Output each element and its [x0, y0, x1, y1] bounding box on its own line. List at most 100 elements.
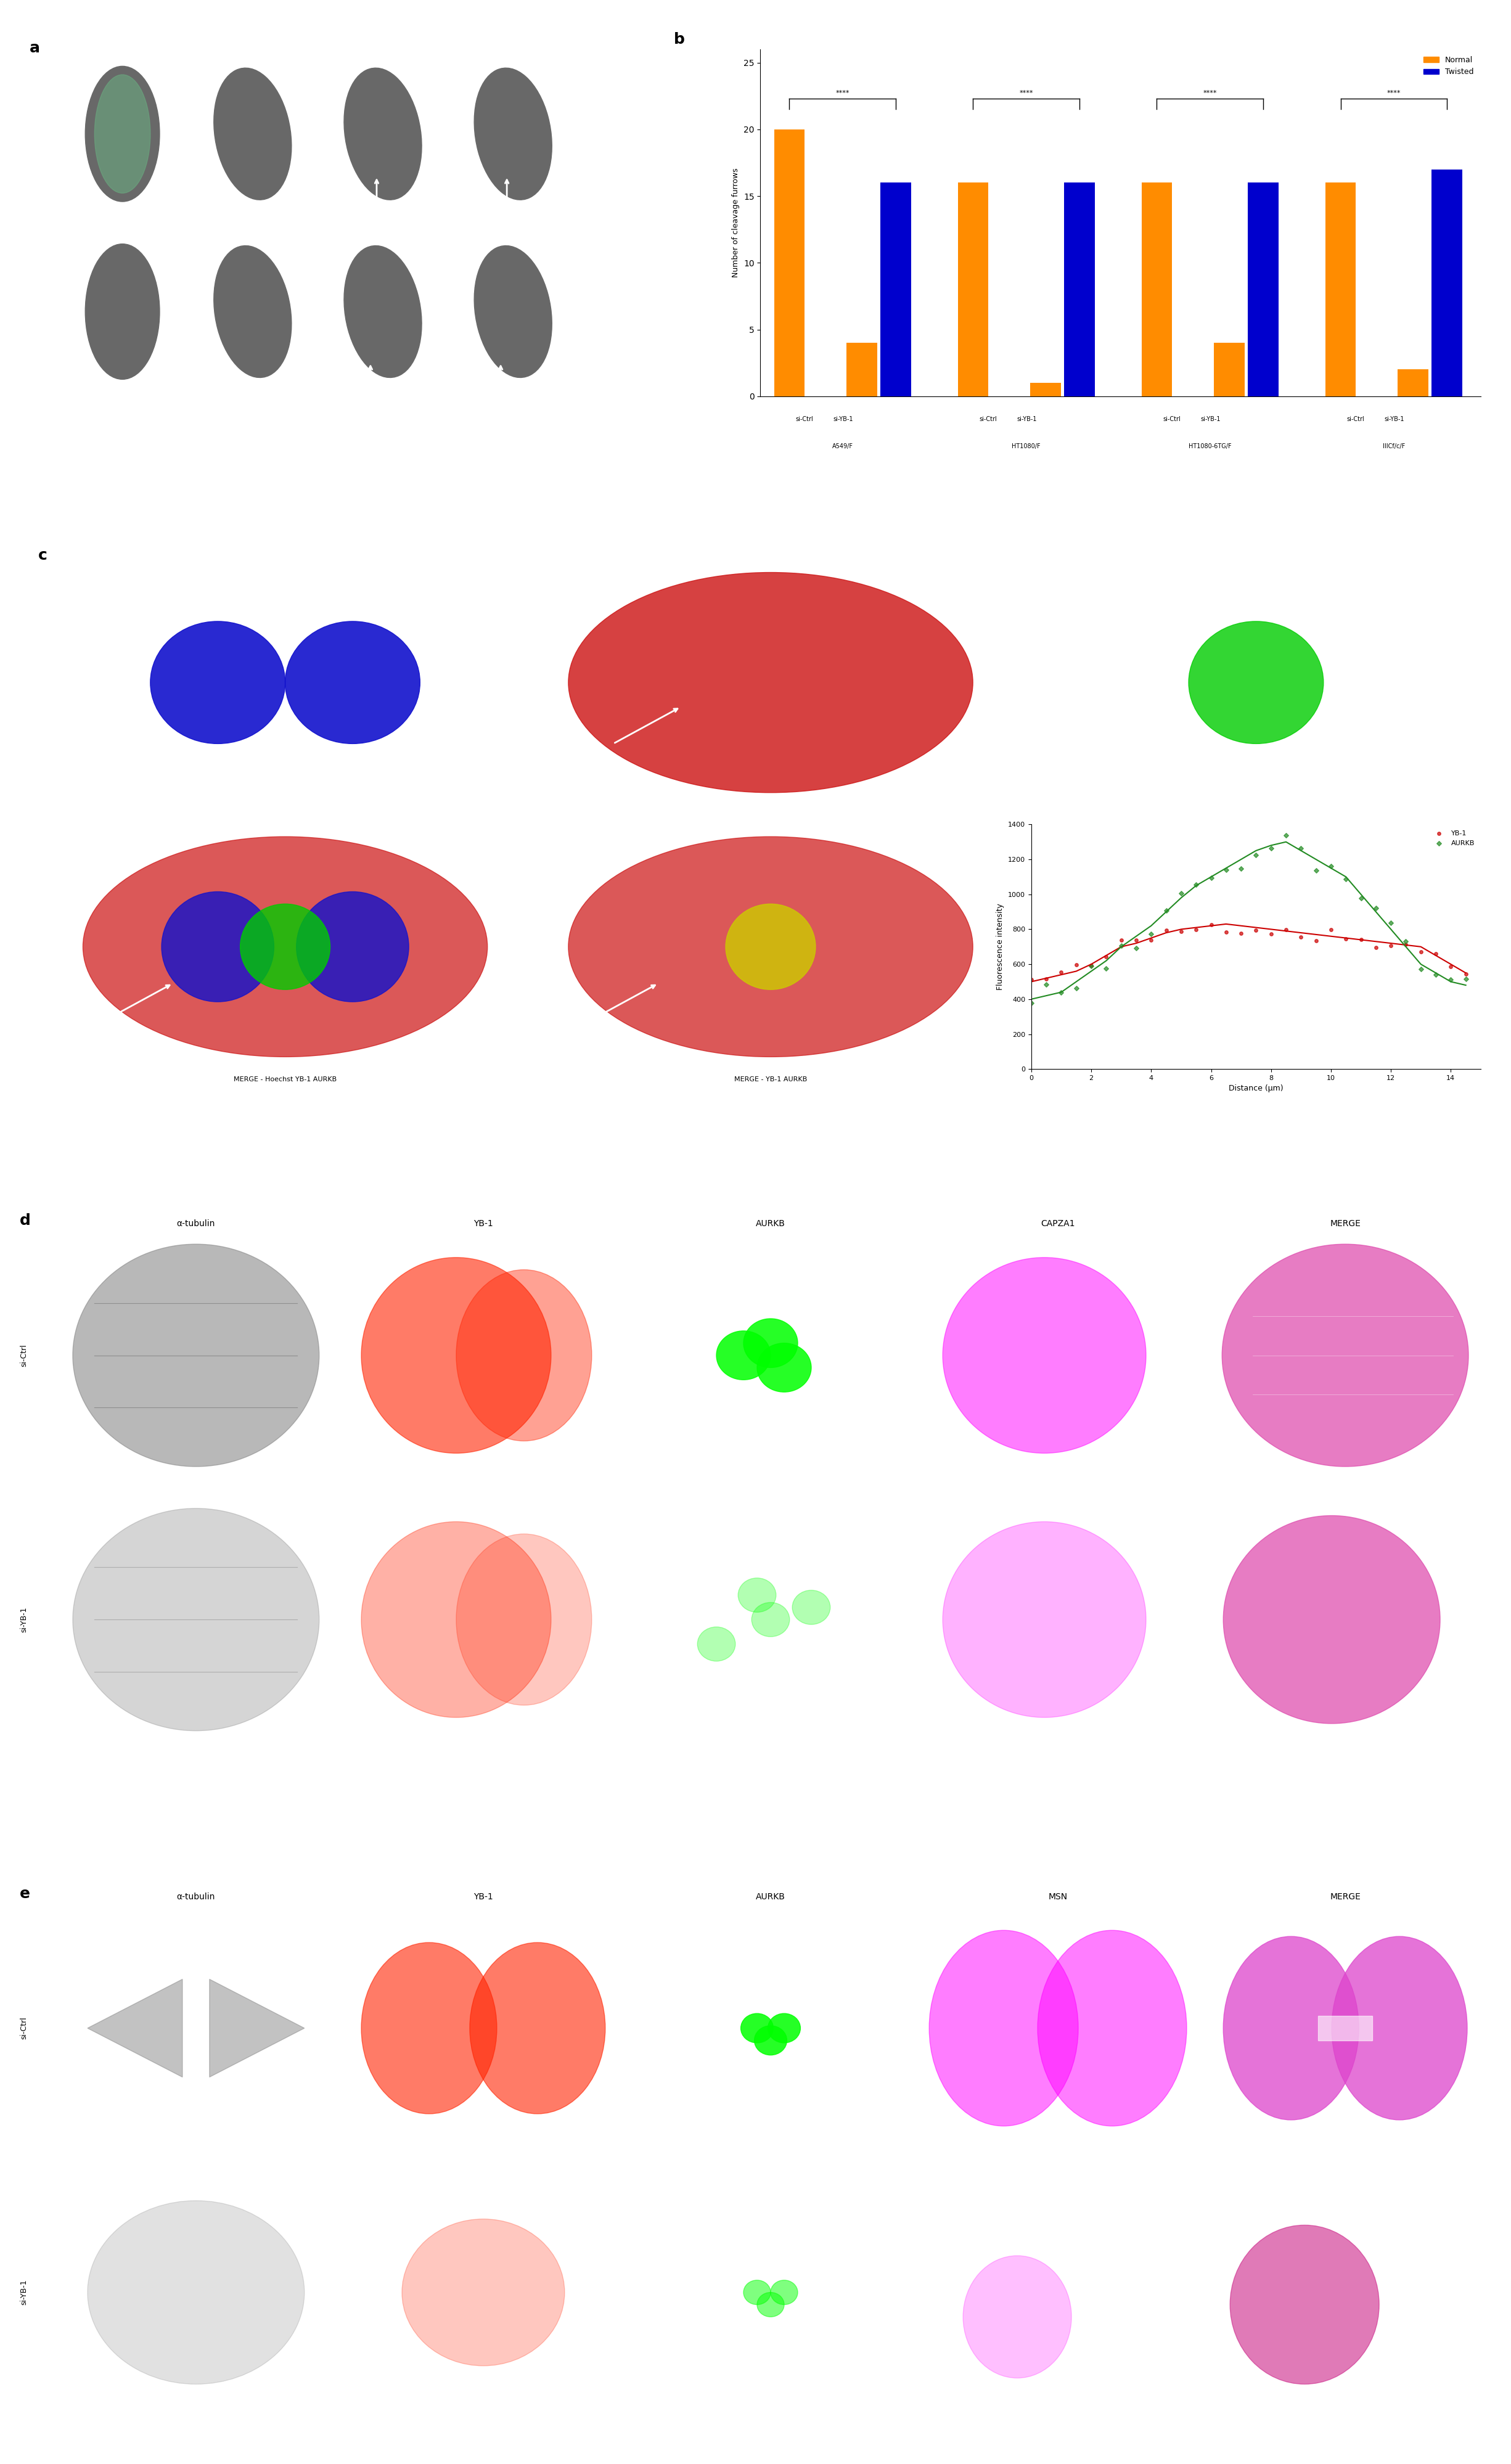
Ellipse shape — [213, 69, 292, 200]
Text: si-Ctrl: si-Ctrl — [1163, 416, 1182, 421]
AURKB — [1079, 946, 1103, 986]
Text: TUBA: TUBA — [66, 2141, 80, 2146]
AURKB — [1408, 949, 1432, 988]
Ellipse shape — [1222, 1244, 1469, 1466]
Text: HT1080/F: HT1080/F — [1012, 444, 1041, 448]
Ellipse shape — [456, 1269, 592, 1441]
AURKB — [1185, 865, 1209, 904]
Text: YB-1: YB-1 — [762, 547, 780, 554]
AURKB — [1364, 890, 1389, 929]
Circle shape — [743, 1318, 798, 1368]
Text: MOESIN: MOESIN — [928, 2405, 949, 2410]
Ellipse shape — [296, 892, 409, 1003]
Ellipse shape — [1038, 1929, 1186, 2126]
Circle shape — [751, 1602, 790, 1636]
AURKB — [1349, 880, 1373, 919]
Polygon shape — [210, 1979, 304, 2077]
Ellipse shape — [213, 246, 292, 377]
Text: IIICf/c/F: IIICf/c/F — [1383, 444, 1405, 448]
Text: CAPZA1: CAPZA1 — [928, 1732, 949, 1737]
Bar — [1325, 182, 1355, 397]
AURKB — [1259, 828, 1283, 867]
AURKB — [1438, 961, 1463, 1000]
Text: YB-1: YB-1 — [473, 1220, 493, 1227]
YB-1 — [1124, 919, 1148, 958]
Y-axis label: si-YB-1: si-YB-1 — [36, 301, 42, 323]
Text: A549/F: A549/F — [833, 444, 854, 448]
Circle shape — [740, 2013, 774, 2043]
Bar — [1248, 182, 1278, 397]
YB-1 — [1334, 919, 1358, 958]
Ellipse shape — [963, 2255, 1071, 2378]
Ellipse shape — [240, 904, 329, 991]
AURKB — [1304, 850, 1328, 890]
AURKB — [1020, 983, 1044, 1023]
X-axis label: Distance (μm): Distance (μm) — [1228, 1084, 1283, 1092]
YB-1 — [1185, 909, 1209, 949]
Text: AURKB: AURKB — [756, 1892, 786, 1900]
Ellipse shape — [943, 1523, 1145, 1717]
Ellipse shape — [85, 67, 160, 202]
YB-1 — [1244, 909, 1268, 949]
Bar — [846, 342, 876, 397]
YB-1 — [1319, 909, 1343, 949]
Text: α-tubulin: α-tubulin — [177, 1220, 215, 1227]
YB-1 — [1109, 919, 1133, 958]
Text: AURKB: AURKB — [641, 1466, 659, 1473]
Text: CAPZA1: CAPZA1 — [928, 1466, 949, 1473]
Ellipse shape — [568, 838, 973, 1057]
AURKB — [1124, 929, 1148, 968]
Text: AURKB: AURKB — [756, 1220, 786, 1227]
Ellipse shape — [474, 246, 552, 377]
AURKB — [1228, 848, 1253, 887]
Circle shape — [716, 1331, 771, 1380]
Text: α-tubulin: α-tubulin — [177, 1892, 215, 1900]
YB-1 — [1034, 958, 1058, 998]
Ellipse shape — [73, 1244, 319, 1466]
YB-1 — [1304, 922, 1328, 961]
Ellipse shape — [929, 1929, 1079, 2126]
Text: si-YB-1: si-YB-1 — [1017, 416, 1037, 421]
Ellipse shape — [88, 2200, 304, 2385]
Text: MOESIN: MOESIN — [928, 2141, 949, 2146]
Text: Hoechst: Hoechst — [267, 547, 302, 554]
Ellipse shape — [345, 69, 422, 200]
Bar — [1142, 182, 1173, 397]
Polygon shape — [88, 1979, 183, 2077]
YB-1 — [1154, 912, 1179, 951]
Text: YB-1: YB-1 — [354, 1732, 366, 1737]
Text: e: e — [20, 1887, 30, 1902]
YB-1 — [1454, 954, 1478, 993]
Ellipse shape — [73, 1508, 319, 1730]
YB-1 — [1213, 912, 1238, 951]
Text: a: a — [29, 42, 39, 57]
Ellipse shape — [943, 1257, 1145, 1454]
Text: b: b — [674, 32, 684, 47]
Circle shape — [792, 1589, 830, 1624]
Text: MERGE - Hoechst YB-1 AURKB: MERGE - Hoechst YB-1 AURKB — [234, 1077, 337, 1082]
YB-1 — [1380, 926, 1404, 966]
Circle shape — [771, 2279, 798, 2304]
Text: si-Ctrl: si-Ctrl — [1346, 416, 1364, 421]
AURKB — [1139, 914, 1163, 954]
AURKB — [1423, 956, 1448, 995]
Ellipse shape — [456, 1535, 592, 1705]
Ellipse shape — [1224, 1515, 1440, 1722]
YB-1 — [1228, 914, 1253, 954]
AURKB — [1049, 973, 1073, 1013]
Ellipse shape — [725, 904, 816, 991]
YB-1 — [1259, 914, 1283, 954]
YB-1 — [1274, 909, 1298, 949]
Ellipse shape — [83, 838, 488, 1057]
Text: YB-1: YB-1 — [473, 1892, 493, 1900]
AURKB — [1034, 963, 1058, 1003]
Text: TUBA: TUBA — [66, 1732, 80, 1737]
Circle shape — [757, 2292, 784, 2316]
YB-1 — [1139, 922, 1163, 961]
AURKB — [1200, 857, 1224, 897]
Ellipse shape — [361, 1942, 497, 2114]
AURKB — [1454, 958, 1478, 998]
YB-1 — [1094, 936, 1118, 976]
YB-1 — [1349, 919, 1373, 958]
Ellipse shape — [1189, 621, 1324, 744]
